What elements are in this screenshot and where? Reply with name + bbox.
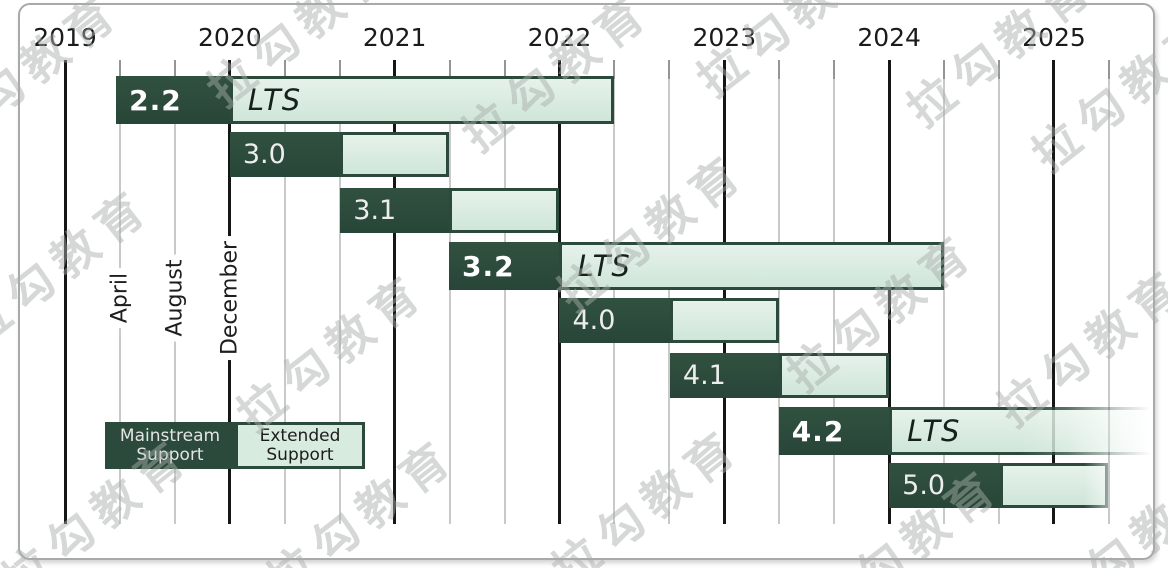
bar-mainstream-2.2: 2.2	[116, 76, 230, 124]
version-label-3.2: 3.2	[462, 249, 515, 283]
gridline-year	[393, 60, 397, 524]
version-label-5.0: 5.0	[902, 470, 946, 501]
version-label-2.2: 2.2	[129, 83, 182, 117]
gridline-minor	[998, 60, 1001, 524]
gridline-minor-tick	[1107, 60, 1110, 79]
gridline-minor-tick	[173, 60, 176, 79]
gridline-minor	[833, 60, 836, 524]
chart-canvas: Mainstream Support Extended Support 2019…	[18, 3, 1155, 560]
bar-extended-5.0	[999, 463, 1109, 508]
month-tick-label: April	[104, 267, 136, 329]
month-tick-label: August	[159, 254, 191, 342]
gridline-minor-tick	[668, 60, 671, 79]
bar-mainstream-3.2: 3.2	[449, 242, 560, 290]
x-axis-year-label: 2023	[692, 23, 757, 52]
bar-extended-3.2: LTS	[559, 242, 944, 290]
legend-mainstream-line2: Support	[136, 444, 204, 465]
bar-mainstream-4.0: 4.0	[559, 298, 670, 343]
x-axis-year-label: 2021	[362, 23, 427, 52]
gridline-minor-tick	[613, 60, 616, 79]
x-axis-year-label: 2024	[857, 23, 921, 52]
gridline-minor	[668, 60, 671, 524]
gridline-minor-tick	[998, 60, 1001, 79]
gridline-year	[557, 60, 561, 524]
bar-mainstream-3.0: 3.0	[229, 132, 341, 177]
gridline-minor-tick	[833, 60, 836, 79]
legend-mainstream-line1: Mainstream	[119, 426, 221, 447]
plot-area: Mainstream Support Extended Support 2019…	[20, 5, 1153, 558]
gridline-minor-tick	[503, 60, 506, 79]
bar-extended-4.0	[669, 298, 779, 343]
legend-extended-line1: Extended	[259, 426, 341, 447]
gridline-minor	[503, 60, 506, 524]
gridline-year	[722, 60, 726, 524]
legend: Mainstream Support Extended Support	[105, 422, 365, 469]
bar-extended-4.1	[778, 353, 890, 398]
gridline-minor-tick	[448, 60, 451, 79]
bar-extended-3.1	[449, 188, 560, 233]
gridline-year	[63, 60, 67, 524]
gridline-minor	[1107, 60, 1110, 524]
gridline-minor	[338, 60, 341, 524]
x-axis-year-label: 2019	[33, 23, 97, 52]
gridline-minor	[943, 60, 946, 524]
x-axis-year-label: 2020	[198, 23, 262, 52]
gridline-minor	[613, 60, 616, 524]
version-label-3.0: 3.0	[242, 139, 286, 170]
version-label-4.1: 4.1	[682, 360, 726, 391]
gridline-minor-tick	[943, 60, 946, 79]
legend-extended-support: Extended Support	[235, 422, 365, 469]
gridline-minor-tick	[283, 60, 286, 79]
month-tick-label: December	[214, 235, 246, 361]
lts-label-2.2: LTS	[247, 83, 302, 117]
lts-label-4.2: LTS	[907, 414, 961, 448]
gridline-minor	[283, 60, 286, 524]
legend-mainstream-support: Mainstream Support	[105, 422, 235, 469]
bar-mainstream-3.1: 3.1	[340, 188, 450, 233]
bar-extended-3.0	[340, 132, 450, 177]
version-label-4.0: 4.0	[572, 305, 616, 336]
bar-extended-2.2: LTS	[229, 76, 614, 124]
gridline-year	[1052, 60, 1056, 524]
x-axis-year-label: 2022	[527, 23, 592, 52]
version-label-3.1: 3.1	[353, 195, 397, 226]
bar-mainstream-4.1: 4.1	[669, 353, 779, 398]
gridline-minor	[778, 60, 781, 524]
bar-extended-4.2: LTS	[889, 407, 1153, 455]
gridline-minor-tick	[118, 60, 121, 79]
gridline-year	[887, 60, 891, 524]
bar-mainstream-5.0: 5.0	[889, 463, 1000, 508]
lts-label-3.2: LTS	[577, 249, 631, 283]
gridline-minor-tick	[778, 60, 781, 79]
version-label-4.2: 4.2	[791, 414, 845, 448]
bar-mainstream-4.2: 4.2	[778, 407, 890, 455]
gridline-minor	[448, 60, 451, 524]
x-axis-year-label: 2025	[1022, 23, 1086, 52]
gridline-minor-tick	[338, 60, 341, 79]
legend-extended-line2: Support	[266, 444, 334, 465]
